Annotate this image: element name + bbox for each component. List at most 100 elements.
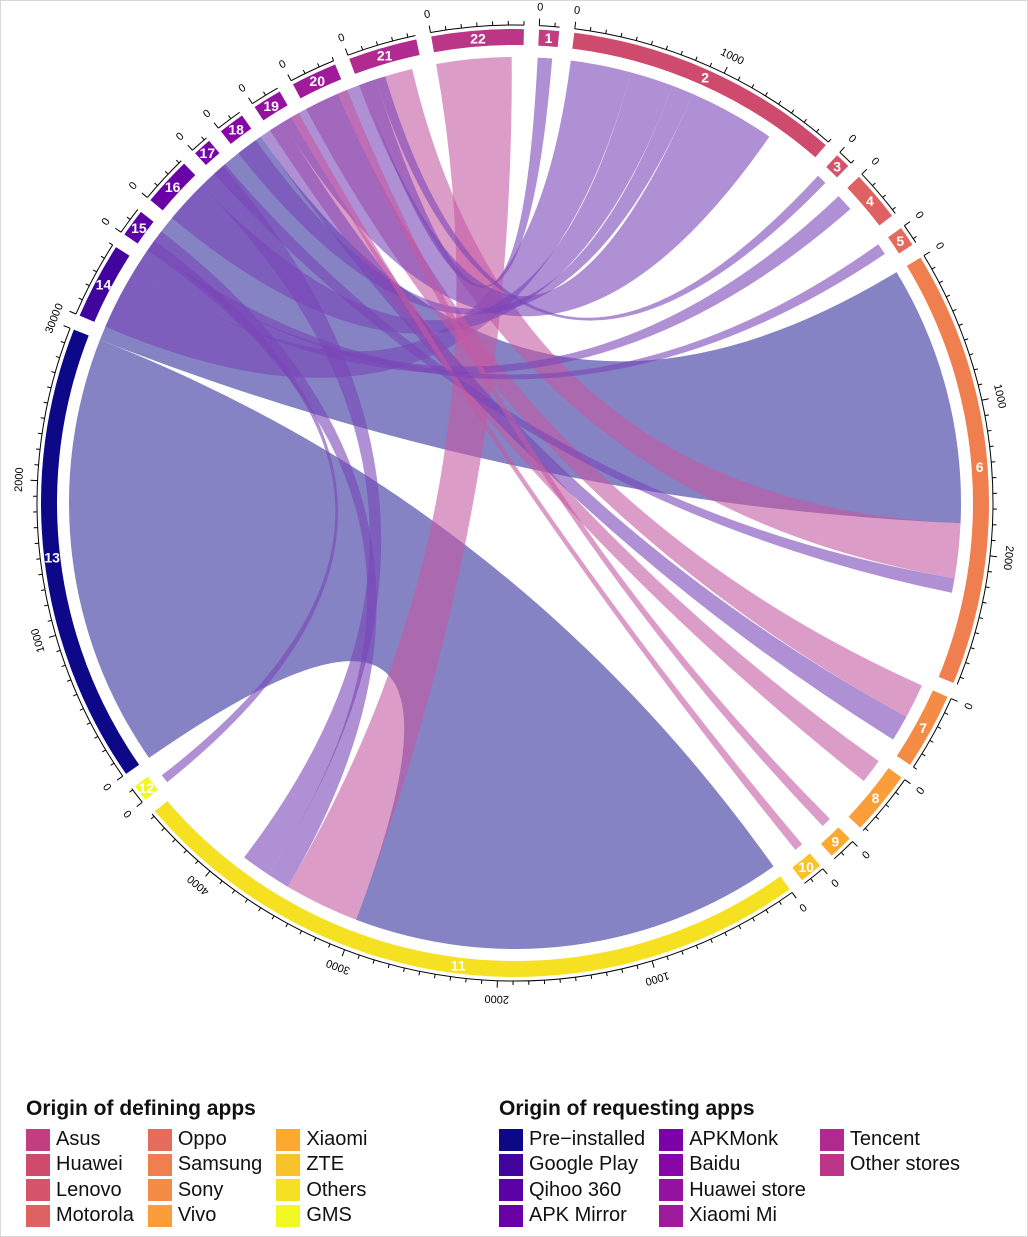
sector-label: 4 [866, 193, 874, 209]
axis-tick [126, 216, 131, 220]
axis-tick [892, 206, 896, 211]
sector-label: 20 [309, 73, 325, 89]
axis-tick [403, 967, 405, 973]
axis-tick [129, 789, 133, 793]
axis-tick-label: 0 [797, 901, 809, 914]
axis-tick [973, 368, 979, 371]
legend-label: Asus [56, 1128, 101, 1151]
axis-tick [710, 938, 713, 943]
axis-tick [764, 92, 768, 97]
axis-tick-label: 0 [277, 58, 288, 71]
axis-tick [839, 146, 845, 153]
legend-label: Vivo [177, 1204, 217, 1227]
sector-label: 17 [200, 145, 216, 161]
axis-tick [964, 338, 969, 341]
legend-swatch [659, 1128, 684, 1151]
sector-label: 22 [470, 30, 486, 46]
sector-label: 7 [919, 720, 927, 736]
axis-tick [287, 74, 292, 81]
legend-label: Huawei store [689, 1178, 806, 1201]
legend-item: Samsung [147, 1152, 262, 1177]
axis-tick-label: 1000 [644, 969, 671, 988]
axis-tick [937, 726, 942, 729]
legend-defining-apps: Origin of defining apps Asus Huawei Lenovo… [26, 1097, 381, 1228]
sector-arc [349, 39, 420, 74]
axis-tick [302, 69, 306, 74]
legend-label: Others [306, 1178, 367, 1201]
legend-title: Origin of requesting apps [499, 1097, 755, 1120]
axis-tick [965, 662, 970, 665]
axis-tick-label: 0 [100, 216, 113, 228]
sector-arc [826, 155, 849, 178]
axis-tick-label: 0 [423, 8, 431, 21]
axis-tick [987, 570, 993, 573]
axis-tick [357, 954, 360, 959]
sector-axis [218, 111, 241, 129]
axis-tick [109, 242, 113, 246]
axis-tick-label: 3000 [325, 957, 352, 977]
sector-arc [79, 247, 130, 322]
legend-swatch [276, 1153, 301, 1176]
axis-tick [861, 168, 868, 175]
axis-tick-label: 0 [573, 4, 581, 17]
axis-tick [791, 109, 795, 114]
axis-tick [37, 432, 43, 435]
sector-arc [538, 29, 560, 47]
legend-swatch [819, 1153, 844, 1176]
legend-swatch [499, 1179, 523, 1202]
sector-label: 8 [872, 790, 880, 806]
axis-tick [840, 852, 845, 856]
legend-item: Others [276, 1178, 367, 1203]
axis-tick [317, 63, 320, 68]
axis-tick [872, 182, 876, 186]
axis-tick [360, 45, 364, 51]
axis-tick [944, 712, 949, 715]
legend-swatch [147, 1204, 172, 1227]
legend-label: Qihoo 360 [529, 1178, 622, 1201]
legend-item: Baidu [659, 1152, 806, 1177]
sector-arc [195, 140, 220, 166]
legend-label: Xiaomi Mi [689, 1204, 777, 1227]
axis-tick [47, 619, 52, 622]
legend-swatch [499, 1153, 523, 1176]
sector-label: 10 [798, 859, 814, 875]
ribbon [359, 69, 961, 579]
axis-tick [116, 775, 124, 781]
axis-tick [154, 182, 158, 187]
axis-tick [285, 923, 289, 928]
axis-tick [987, 429, 992, 432]
axis-tick [164, 171, 169, 175]
axis-tick-label: 0 [868, 155, 881, 168]
axis-tick [195, 860, 199, 865]
axis-tick [959, 676, 965, 680]
sector-arc [150, 163, 196, 211]
sector-arc [572, 32, 826, 158]
axis-tick [680, 50, 683, 55]
axis-tick [67, 679, 72, 682]
axis-tick [651, 960, 655, 968]
axis-tick [299, 930, 303, 935]
axis-tick [635, 36, 638, 41]
sector-label: 6 [976, 459, 984, 475]
sector-arc [124, 211, 154, 244]
axis-tick-label: 0 [961, 701, 974, 711]
sector-axis [290, 60, 334, 82]
axis-tick [882, 194, 887, 198]
axis-tick [418, 971, 421, 976]
legend-swatch [659, 1179, 684, 1202]
sector-arc [292, 64, 342, 99]
sector-axis [75, 244, 114, 315]
axis-tick [47, 386, 52, 389]
axis-tick [605, 29, 607, 34]
legend-label: Oppo [177, 1128, 227, 1151]
axis-tick [141, 192, 148, 198]
legend-swatch [276, 1128, 301, 1151]
ribbon [142, 244, 885, 380]
legend-swatch [26, 1179, 50, 1202]
axis-tick [391, 36, 394, 42]
legend-item: Other stores [819, 1152, 960, 1177]
sector-label: 5 [896, 233, 904, 249]
axis-tick [51, 371, 56, 374]
axis-tick [248, 97, 253, 104]
axis-tick [752, 917, 755, 922]
